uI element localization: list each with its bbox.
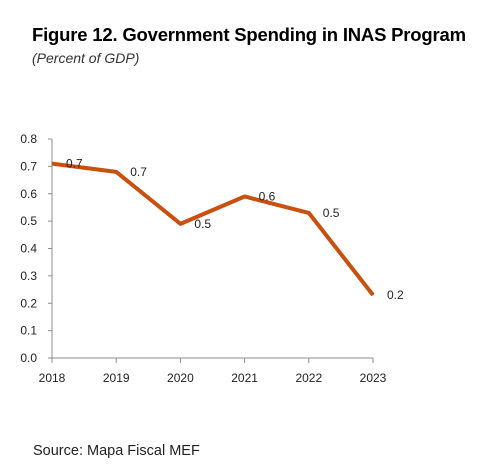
x-tick-label: 2019 [103, 371, 130, 385]
source-note: Source: Mapa Fiscal MEF [33, 443, 200, 459]
y-tick-label: 0.2 [20, 296, 37, 310]
y-tick-label: 0.6 [20, 187, 37, 201]
y-tick-label: 0.1 [20, 324, 37, 338]
y-tick-label: 0.5 [20, 214, 37, 228]
x-tick-label: 2018 [39, 371, 66, 385]
data-label: 0.5 [194, 217, 211, 231]
data-point [115, 171, 117, 173]
data-point [51, 163, 53, 165]
data-point [179, 223, 181, 225]
chart-subtitle: (Percent of GDP) [32, 50, 140, 66]
data-point [372, 294, 374, 296]
y-tick-label: 0.4 [20, 242, 37, 256]
chart-title: Figure 12. Government Spending in INAS P… [32, 24, 466, 45]
y-tick-label: 0.0 [20, 351, 37, 365]
data-label: 0.7 [66, 157, 83, 171]
x-tick-label: 2020 [167, 371, 194, 385]
y-tick-label: 0.8 [20, 132, 37, 146]
y-tick-label: 0.3 [20, 269, 37, 283]
data-label: 0.7 [130, 165, 147, 179]
series-line [51, 161, 375, 297]
x-tick-label: 2022 [295, 371, 322, 385]
data-label: 0.2 [387, 288, 404, 302]
x-tick-label: 2021 [231, 371, 258, 385]
data-point [308, 212, 310, 214]
x-tick-label: 2023 [360, 371, 387, 385]
data-label: 0.6 [259, 189, 276, 203]
data-label: 0.5 [323, 206, 340, 220]
data-point [244, 195, 246, 197]
y-tick-label: 0.7 [20, 159, 37, 173]
